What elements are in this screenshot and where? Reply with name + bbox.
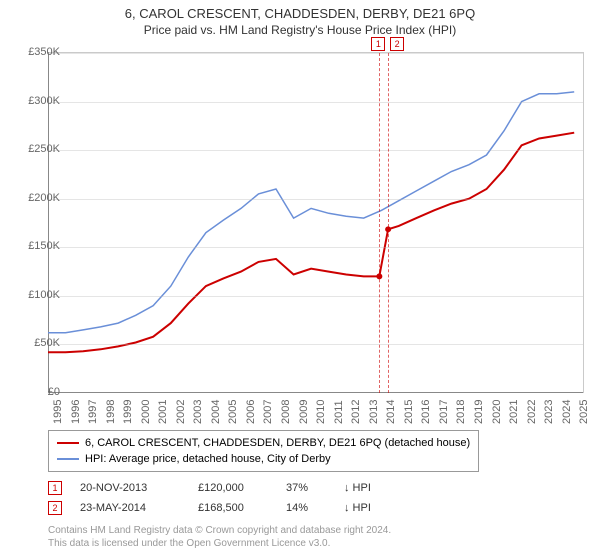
x-tick-label: 2021 [508, 400, 520, 424]
grid-line [48, 53, 583, 54]
legend-label-property: 6, CAROL CRESCENT, CHADDESDEN, DERBY, DE… [85, 435, 470, 451]
footer-line-2: This data is licensed under the Open Gov… [48, 537, 391, 550]
x-tick-label: 2022 [526, 400, 538, 424]
sales-price-1: £120,000 [198, 478, 268, 498]
sales-arrow-2: ↓ HPI [344, 498, 394, 518]
sales-marker-2: 2 [48, 501, 62, 515]
y-tick-label: £50K [20, 337, 60, 349]
x-tick-label: 2000 [140, 400, 152, 424]
x-tick-label: 2005 [227, 400, 239, 424]
sales-arrow-1: ↓ HPI [344, 478, 394, 498]
grid-line [48, 102, 583, 103]
legend-swatch-hpi [57, 458, 79, 460]
sales-price-2: £168,500 [198, 498, 268, 518]
grid-line [48, 296, 583, 297]
legend-label-hpi: HPI: Average price, detached house, City… [85, 451, 331, 467]
x-tick-label: 2019 [473, 400, 485, 424]
x-tick-label: 2008 [280, 400, 292, 424]
x-tick-label: 2017 [438, 400, 450, 424]
sales-marker-1: 1 [48, 481, 62, 495]
grid-line [48, 247, 583, 248]
x-tick-label: 2025 [578, 400, 590, 424]
x-tick-label: 2007 [262, 400, 274, 424]
title-block: 6, CAROL CRESCENT, CHADDESDEN, DERBY, DE… [0, 0, 600, 37]
plot-area: 12 [48, 52, 584, 393]
footer-note: Contains HM Land Registry data © Crown c… [48, 524, 391, 550]
legend: 6, CAROL CRESCENT, CHADDESDEN, DERBY, DE… [48, 430, 479, 472]
sale-event-marker: 1 [371, 37, 385, 51]
x-tick-label: 2018 [455, 400, 467, 424]
grid-line [48, 150, 583, 151]
legend-item-property: 6, CAROL CRESCENT, CHADDESDEN, DERBY, DE… [57, 435, 470, 451]
y-tick-label: £200K [20, 192, 60, 204]
sales-date-2: 23-MAY-2014 [80, 498, 180, 518]
sale-event-line [379, 53, 380, 393]
x-tick-label: 1997 [87, 400, 99, 424]
sales-row-2: 2 23-MAY-2014 £168,500 14% ↓ HPI [48, 498, 394, 518]
x-tick-label: 2010 [315, 400, 327, 424]
chart-title: 6, CAROL CRESCENT, CHADDESDEN, DERBY, DE… [0, 6, 600, 21]
x-tick-label: 2014 [385, 400, 397, 424]
x-tick-label: 2006 [245, 400, 257, 424]
x-tick-label: 2001 [157, 400, 169, 424]
x-tick-label: 1999 [122, 400, 134, 424]
sale-event-line [388, 53, 389, 393]
y-tick-label: £350K [20, 46, 60, 58]
sales-date-1: 20-NOV-2013 [80, 478, 180, 498]
x-tick-label: 2024 [561, 400, 573, 424]
x-tick-label: 2003 [192, 400, 204, 424]
chart-subtitle: Price paid vs. HM Land Registry's House … [0, 23, 600, 37]
sales-pct-2: 14% [286, 498, 326, 518]
grid-line [48, 199, 583, 200]
x-tick-label: 2011 [333, 400, 345, 424]
x-tick-label: 2015 [403, 400, 415, 424]
legend-swatch-property [57, 442, 79, 444]
x-tick-label: 2012 [350, 400, 362, 424]
sale-event-marker: 2 [390, 37, 404, 51]
plot-svg [48, 53, 583, 393]
x-tick-label: 1996 [70, 400, 82, 424]
grid-line [48, 344, 583, 345]
x-tick-label: 2016 [420, 400, 432, 424]
x-tick-label: 1995 [52, 400, 64, 424]
y-tick-label: £150K [20, 240, 60, 252]
x-tick-label: 2023 [543, 400, 555, 424]
y-tick-label: £0 [20, 386, 60, 398]
sales-table: 1 20-NOV-2013 £120,000 37% ↓ HPI 2 23-MA… [48, 478, 394, 518]
y-tick-label: £300K [20, 95, 60, 107]
legend-item-hpi: HPI: Average price, detached house, City… [57, 451, 470, 467]
x-tick-label: 1998 [105, 400, 117, 424]
x-tick-label: 2004 [210, 400, 222, 424]
footer-line-1: Contains HM Land Registry data © Crown c… [48, 524, 391, 537]
chart-container: 6, CAROL CRESCENT, CHADDESDEN, DERBY, DE… [0, 0, 600, 560]
x-tick-label: 2009 [298, 400, 310, 424]
x-tick-label: 2020 [491, 400, 503, 424]
sales-pct-1: 37% [286, 478, 326, 498]
y-tick-label: £100K [20, 289, 60, 301]
y-tick-label: £250K [20, 143, 60, 155]
x-tick-label: 2013 [368, 400, 380, 424]
sales-row-1: 1 20-NOV-2013 £120,000 37% ↓ HPI [48, 478, 394, 498]
x-tick-label: 2002 [175, 400, 187, 424]
